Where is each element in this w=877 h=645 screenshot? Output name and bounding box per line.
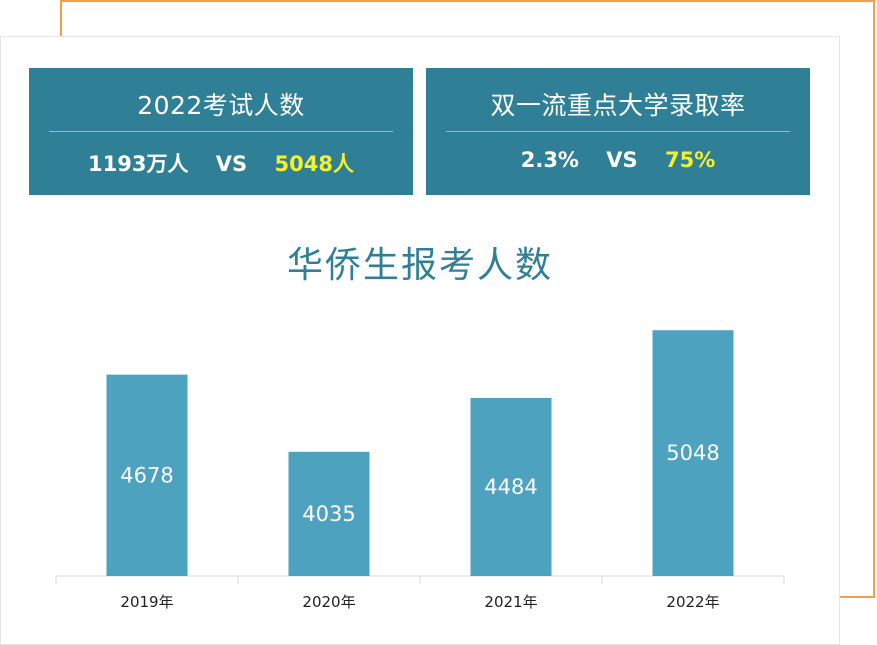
stat-card-exam-count: 2022考试人数 1193万人 VS 5048人 <box>29 68 413 195</box>
x-tick-label: 2022年 <box>666 593 719 611</box>
bar <box>652 330 734 576</box>
x-tick-label: 2020年 <box>302 593 355 611</box>
x-tick-label: 2021年 <box>484 593 537 611</box>
card-vs: VS <box>215 152 248 176</box>
card-right-value: 75% <box>665 148 716 172</box>
x-tick-label: 2019年 <box>120 593 173 611</box>
chart-title: 华侨生报考人数 <box>286 245 553 286</box>
card-divider <box>446 131 790 132</box>
card-values: 1193万人 VS 5048人 <box>29 148 413 178</box>
card-title: 2022考试人数 <box>137 91 305 120</box>
card-left-value: 1193万人 <box>88 152 189 176</box>
card-divider <box>49 131 393 132</box>
bar <box>106 374 188 576</box>
bar-value-label: 4484 <box>484 475 537 499</box>
bar-value-label: 4035 <box>302 502 355 526</box>
bar <box>470 397 552 576</box>
bar <box>288 451 370 576</box>
stat-card-admission-rate: 双一流重点大学录取率 2.3% VS 75% <box>426 68 810 195</box>
bar-value-label: 5048 <box>666 441 719 465</box>
card-right-value: 5048人 <box>274 152 354 176</box>
bar-value-label: 4678 <box>120 463 173 487</box>
card-values: 2.3% VS 75% <box>426 148 810 172</box>
card-vs: VS <box>606 148 638 172</box>
card-left-value: 2.3% <box>520 148 579 172</box>
card-title: 双一流重点大学录取率 <box>490 91 746 120</box>
